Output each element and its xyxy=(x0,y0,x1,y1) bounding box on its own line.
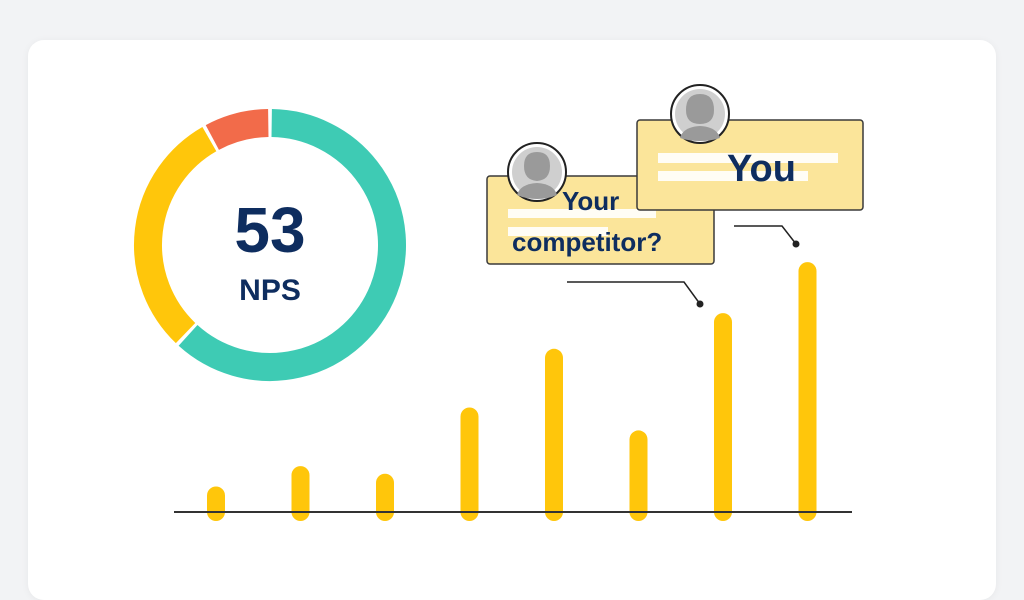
you-avatar-icon xyxy=(670,84,730,144)
competitor-leader-line xyxy=(567,281,704,308)
you-leader-line xyxy=(734,225,800,248)
nps-label: NPS xyxy=(239,274,301,307)
donut-segment-detractors xyxy=(205,109,269,151)
donut-segment-passives xyxy=(134,126,217,344)
nps-donut-chart xyxy=(134,109,406,381)
bar-5 xyxy=(545,348,563,521)
competitor-avatar-icon xyxy=(507,142,567,202)
bar-series xyxy=(207,262,817,521)
bar-4 xyxy=(460,407,479,521)
nps-illustration: 53 NPS Your competitor? You xyxy=(134,84,864,521)
you-label: You xyxy=(727,148,796,190)
bar-3 xyxy=(376,473,394,521)
competitor-label-line1: Your xyxy=(562,186,619,216)
bar-7 xyxy=(714,313,732,521)
competitor-label-line2: competitor? xyxy=(512,227,662,257)
nps-score: 53 xyxy=(234,194,305,266)
donut-segment-promoters xyxy=(178,109,406,381)
bar-2 xyxy=(291,466,310,521)
bar-1 xyxy=(207,486,225,521)
bar-8 xyxy=(798,262,817,521)
you-bubble: You xyxy=(636,119,864,211)
bar-6 xyxy=(629,430,648,521)
